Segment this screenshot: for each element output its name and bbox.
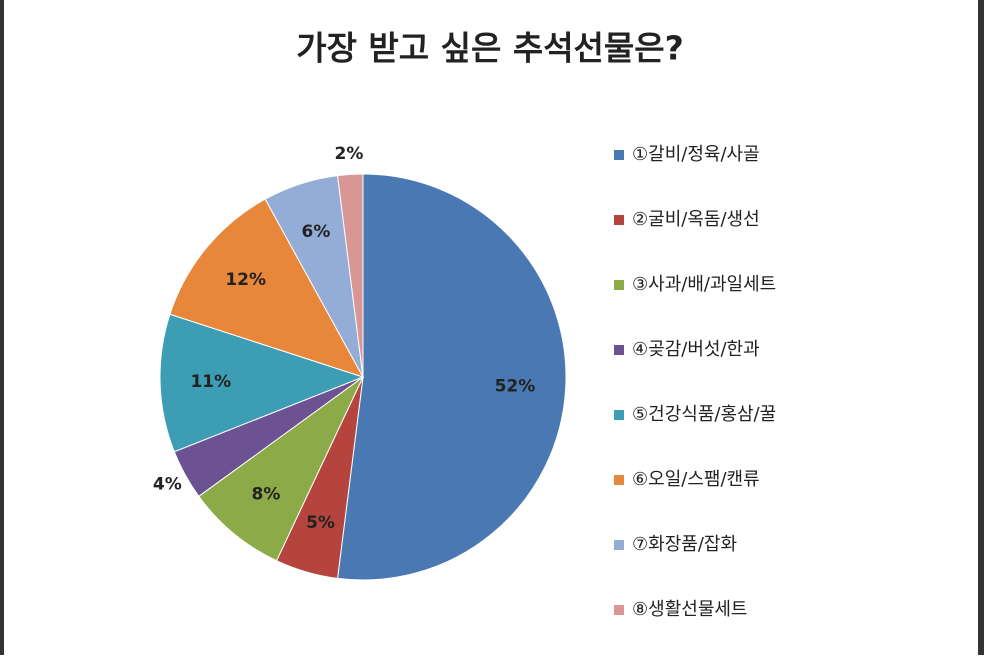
legend-swatch — [614, 280, 624, 290]
legend-swatch — [614, 345, 624, 355]
pie-slice — [159, 313, 365, 453]
legend-label: ⑦화장품/잡화 — [632, 534, 737, 555]
legend-swatch — [614, 605, 624, 615]
data-label: 12% — [225, 270, 266, 290]
data-label: 8% — [252, 484, 281, 504]
legend-label: ①갈비/정육/사골 — [632, 144, 760, 165]
data-label: 2% — [335, 144, 364, 164]
legend-swatch — [614, 215, 624, 225]
left-border — [0, 0, 4, 655]
data-label: 11% — [190, 372, 231, 392]
data-label: 4% — [153, 475, 182, 495]
legend-swatch — [614, 540, 624, 550]
pie-slice — [169, 198, 365, 378]
data-label: 52% — [495, 377, 536, 397]
right-border — [978, 0, 984, 655]
chart-title: 가장 받고 싶은 추석선물은? — [296, 29, 684, 68]
legend-swatch — [614, 475, 624, 485]
legend-label: ②굴비/옥돔/생선 — [632, 209, 760, 230]
legend-label: ④곶감/버섯/한과 — [632, 339, 760, 360]
legend-label: ③사과/배/과일세트 — [632, 274, 776, 295]
legend-label: ⑥오일/스팸/캔류 — [632, 469, 760, 490]
legend-label: ⑤건강식품/홍삼/꿀 — [632, 404, 776, 425]
data-label: 6% — [302, 222, 331, 242]
pie-slice — [198, 376, 364, 562]
legend-swatch — [614, 410, 624, 420]
legend-swatch — [614, 150, 624, 160]
pie-slice — [336, 173, 567, 581]
legend-label: ⑧생활선물세트 — [632, 599, 748, 620]
data-label: 5% — [306, 513, 335, 533]
pie-slice — [336, 173, 364, 378]
